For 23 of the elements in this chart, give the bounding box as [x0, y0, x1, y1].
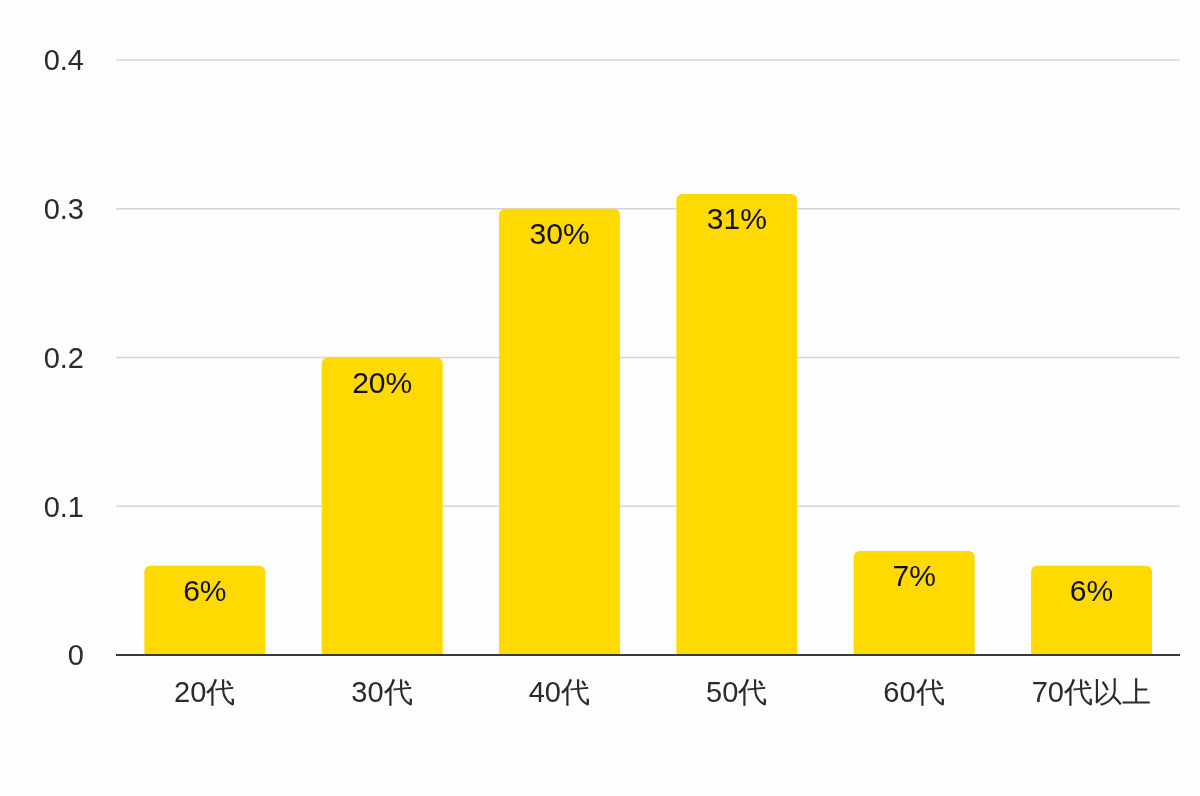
bar	[1031, 565, 1153, 655]
y-tick-label: 0.2	[43, 341, 84, 374]
x-tick-label: 60代	[883, 675, 945, 708]
y-tick-label: 0.3	[43, 193, 84, 226]
x-tick-label: 50代	[706, 675, 768, 708]
x-tick-label: 40代	[528, 675, 590, 708]
bar	[321, 357, 443, 655]
bar	[853, 550, 975, 655]
bar	[144, 565, 266, 655]
data-label: 31%	[706, 202, 767, 236]
data-label: 6%	[1069, 574, 1114, 608]
x-tick-label: 70代以上	[1031, 675, 1151, 708]
x-tick-label: 20代	[174, 675, 236, 708]
data-label: 6%	[183, 574, 227, 608]
bar	[499, 208, 621, 655]
bar	[676, 193, 798, 655]
x-tick-label: 30代	[351, 675, 413, 708]
data-label: 20%	[352, 365, 413, 399]
data-label: 7%	[892, 559, 936, 593]
y-tick-label: 0.4	[43, 44, 84, 77]
data-label: 30%	[529, 217, 590, 251]
y-tick-label: 0	[67, 639, 84, 672]
y-tick-label: 0.1	[43, 490, 84, 523]
